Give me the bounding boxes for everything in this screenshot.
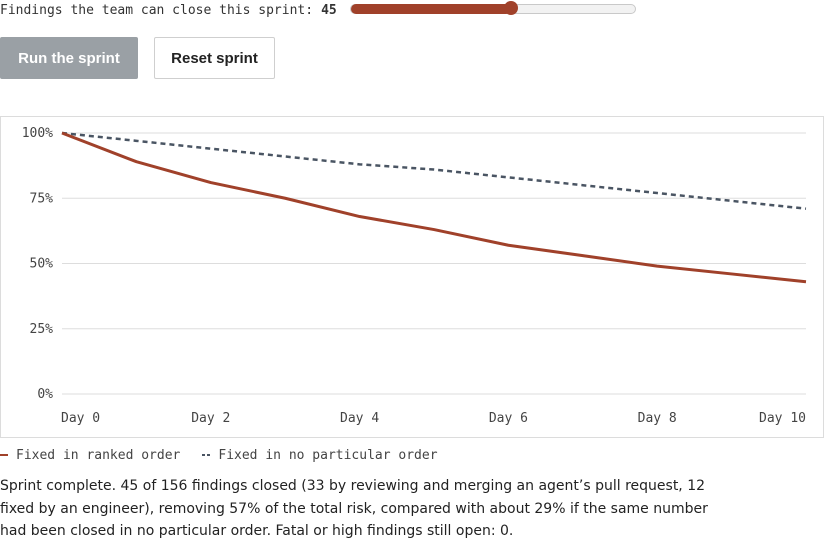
y-tick-label: 100% bbox=[22, 126, 53, 141]
x-tick-label: Day 0 bbox=[61, 411, 100, 426]
legend-swatch-unordered bbox=[202, 454, 211, 456]
slider-fill bbox=[351, 4, 511, 14]
risk-chart: 0% 25% 50% 75% 100% Day 0 Day 2 Day 4 Day 6 Day 8… bbox=[0, 116, 824, 438]
slider-value: 45 bbox=[321, 2, 337, 18]
legend-swatch-ranked bbox=[0, 454, 8, 456]
y-tick-label: 0% bbox=[37, 387, 53, 402]
y-tick-label: 25% bbox=[30, 322, 54, 337]
legend-label-unordered: Fixed in no particular order bbox=[218, 447, 438, 463]
y-tick-label: 75% bbox=[30, 191, 54, 206]
sprint-capacity-control: Findings the team can close this sprint:… bbox=[0, 0, 824, 20]
x-tick-label: Day 4 bbox=[340, 411, 379, 426]
reset-sprint-button[interactable]: Reset sprint bbox=[154, 37, 275, 79]
slider-thumb[interactable] bbox=[503, 1, 518, 15]
series-line-ranked bbox=[61, 131, 807, 284]
legend-item-ranked: Fixed in ranked order bbox=[0, 448, 180, 463]
legend-item-unordered: Fixed in no particular order bbox=[202, 447, 438, 463]
series-line-unordered bbox=[61, 131, 807, 210]
chart-legend: Fixed in ranked order Fixed in no partic… bbox=[0, 446, 438, 464]
run-sprint-button[interactable]: Run the sprint bbox=[0, 37, 138, 79]
y-tick-label: 50% bbox=[30, 257, 54, 272]
x-tick-label: Day 6 bbox=[489, 411, 528, 426]
risk-chart-svg: 0% 25% 50% 75% 100% Day 0 Day 2 Day 4 Day 6 Day 8… bbox=[22, 126, 807, 426]
x-tick-label: Day 8 bbox=[638, 411, 677, 426]
findings-slider[interactable] bbox=[350, 1, 636, 15]
slider-label: Findings the team can close this sprint: bbox=[0, 2, 314, 18]
x-tick-label: Day 10 bbox=[759, 411, 806, 426]
legend-label-ranked: Fixed in ranked order bbox=[16, 447, 181, 463]
x-tick-label: Day 2 bbox=[191, 411, 230, 426]
sprint-summary: Sprint complete. 45 of 156 findings clos… bbox=[0, 478, 708, 539]
